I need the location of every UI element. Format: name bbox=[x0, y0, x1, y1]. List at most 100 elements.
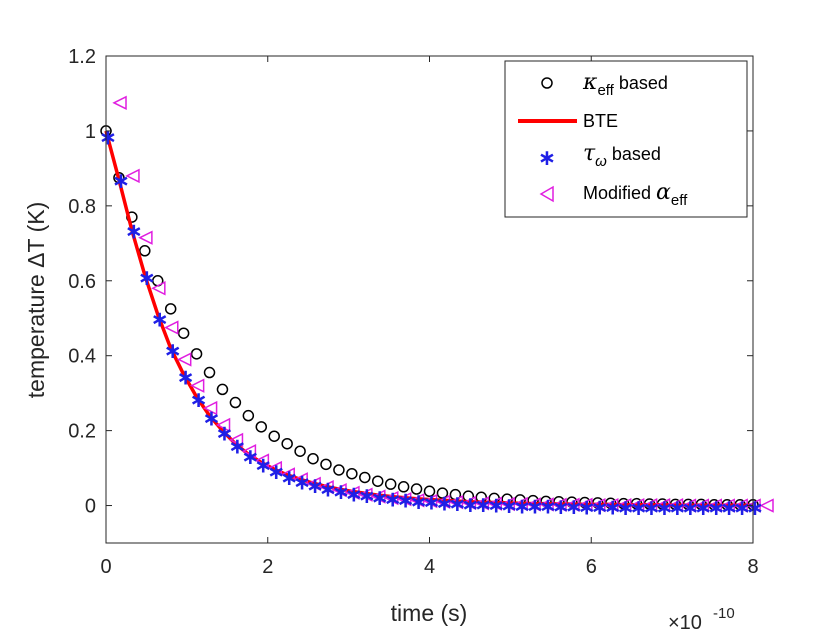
data-point-circle bbox=[527, 494, 539, 507]
data-point-asterisk: ∗ bbox=[228, 435, 246, 460]
data-point-triangle bbox=[397, 491, 412, 507]
y-tick-label: 1.2 bbox=[68, 46, 96, 68]
data-point-asterisk: ∗ bbox=[603, 495, 621, 520]
y-axis-ticks: 0 0.2 0.4 0.6 0.8 1 1.2 bbox=[68, 46, 753, 518]
data-point-triangle bbox=[215, 417, 231, 433]
data-point-asterisk: ∗ bbox=[151, 307, 169, 332]
data-point-asterisk: ∗ bbox=[396, 489, 414, 514]
data-point-triangle bbox=[345, 485, 360, 501]
data-point-circle bbox=[139, 245, 151, 257]
data-point-triangle bbox=[539, 497, 554, 512]
legend-label-modified-alpha: Modified αeff bbox=[583, 180, 688, 209]
data-point-asterisk: ∗ bbox=[371, 486, 389, 511]
data-point-asterisk: ∗ bbox=[513, 494, 531, 519]
data-point-asterisk: ∗ bbox=[448, 492, 466, 517]
y-tick-label: 0.8 bbox=[68, 196, 96, 218]
data-point-asterisk: ∗ bbox=[616, 496, 634, 521]
legend-item-modified-alpha: Modified αeff bbox=[539, 180, 688, 209]
data-point-circle bbox=[177, 327, 190, 339]
x-tick-label: 8 bbox=[747, 556, 758, 578]
data-point-asterisk: ∗ bbox=[487, 494, 505, 519]
legend: κeff based BTE ∗ τω based Modified αeff bbox=[504, 60, 748, 218]
data-point-asterisk: ∗ bbox=[500, 494, 518, 519]
data-point-circle bbox=[281, 437, 293, 450]
data-point-asterisk: ∗ bbox=[189, 388, 207, 413]
data-point-asterisk: ∗ bbox=[565, 495, 583, 520]
data-point-circle bbox=[255, 421, 268, 433]
legend-marker-triangle bbox=[539, 185, 554, 203]
data-point-asterisk: ∗ bbox=[474, 493, 492, 518]
data-point-asterisk: ∗ bbox=[720, 496, 738, 521]
data-point-asterisk: ∗ bbox=[629, 496, 647, 521]
data-point-circle bbox=[190, 348, 203, 360]
data-point-asterisk: ∗ bbox=[526, 495, 544, 520]
x-tick-label: 0 bbox=[100, 556, 111, 578]
data-point-asterisk: ∗ bbox=[293, 470, 311, 495]
data-point-triangle bbox=[138, 230, 153, 245]
data-point-circle bbox=[242, 409, 255, 422]
data-point-circle bbox=[346, 467, 358, 480]
data-point-asterisk: ∗ bbox=[733, 496, 751, 521]
data-point-asterisk: ∗ bbox=[383, 488, 401, 513]
data-point-asterisk: ∗ bbox=[332, 480, 350, 505]
data-point-triangle bbox=[461, 495, 477, 511]
data-point-asterisk: ∗ bbox=[655, 496, 673, 521]
data-point-triangle bbox=[228, 432, 244, 448]
data-point-triangle bbox=[267, 460, 283, 476]
data-point-triangle bbox=[293, 472, 308, 487]
data-point-triangle bbox=[513, 496, 528, 512]
data-point-circle bbox=[384, 478, 397, 490]
data-point-triangle bbox=[358, 487, 373, 502]
x-tick-label: 6 bbox=[586, 556, 597, 578]
legend-marker-asterisk: ∗ bbox=[538, 146, 556, 171]
data-point-triangle bbox=[306, 476, 321, 492]
data-point-triangle bbox=[668, 497, 684, 513]
y-tick-label: 0 bbox=[85, 496, 96, 518]
x-exponent-power: -10 bbox=[713, 605, 735, 622]
data-point-triangle bbox=[384, 490, 399, 506]
legend-label-kappa-eff: κeff based bbox=[582, 70, 668, 99]
data-point-circle bbox=[164, 303, 177, 315]
data-point-triangle bbox=[409, 493, 425, 508]
legend-item-tau-omega: ∗ τω based bbox=[538, 141, 661, 171]
data-point-asterisk: ∗ bbox=[267, 460, 285, 485]
legend-suffix-based: based bbox=[607, 144, 661, 164]
legend-label-bte: BTE bbox=[583, 111, 618, 131]
data-point-triangle bbox=[332, 482, 347, 498]
data-point-asterisk: ∗ bbox=[163, 339, 181, 364]
data-point-asterisk: ∗ bbox=[138, 266, 156, 291]
data-point-asterisk: ∗ bbox=[435, 491, 453, 516]
legend-subscript-omega: ω bbox=[595, 153, 607, 170]
y-tick-label: 1 bbox=[85, 121, 96, 143]
x-tick-label: 4 bbox=[424, 556, 435, 578]
x-tick-label: 2 bbox=[262, 556, 273, 578]
data-point-circle bbox=[320, 458, 332, 471]
data-point-triangle bbox=[280, 467, 295, 482]
data-point-triangle bbox=[435, 494, 451, 510]
data-point-triangle bbox=[474, 496, 490, 511]
data-point-triangle bbox=[151, 281, 166, 296]
data-point-asterisk: ∗ bbox=[176, 365, 194, 390]
data-point-asterisk: ∗ bbox=[552, 495, 570, 520]
legend-item-kappa-eff: κeff based bbox=[541, 70, 668, 99]
legend-marker-circle bbox=[541, 77, 553, 89]
data-point-triangle bbox=[448, 494, 464, 510]
data-point-asterisk: ∗ bbox=[215, 422, 233, 447]
x-axis-ticks: 0 2 4 6 8 bbox=[100, 56, 759, 578]
data-point-triangle bbox=[759, 498, 774, 513]
series-tau-omega: ∗∗∗∗∗∗∗∗∗∗∗∗∗∗∗∗∗∗∗∗∗∗∗∗∗∗∗∗∗∗∗∗∗∗∗∗∗∗∗∗… bbox=[99, 126, 764, 521]
data-point-triangle bbox=[202, 400, 218, 416]
y-tick-label: 0.4 bbox=[68, 346, 96, 368]
legend-item-bte: BTE bbox=[518, 111, 618, 131]
data-point-asterisk: ∗ bbox=[99, 126, 117, 151]
data-point-circle bbox=[359, 471, 371, 484]
data-point-circle bbox=[307, 452, 319, 465]
x-axis-label: time (s) bbox=[391, 600, 468, 626]
data-point-asterisk: ∗ bbox=[241, 445, 259, 470]
y-tick-label: 0.6 bbox=[68, 271, 96, 293]
legend-symbol-alpha: α bbox=[656, 180, 671, 205]
data-point-triangle bbox=[422, 493, 438, 509]
data-point-asterisk: ∗ bbox=[694, 496, 712, 521]
data-point-asterisk: ∗ bbox=[280, 466, 298, 491]
